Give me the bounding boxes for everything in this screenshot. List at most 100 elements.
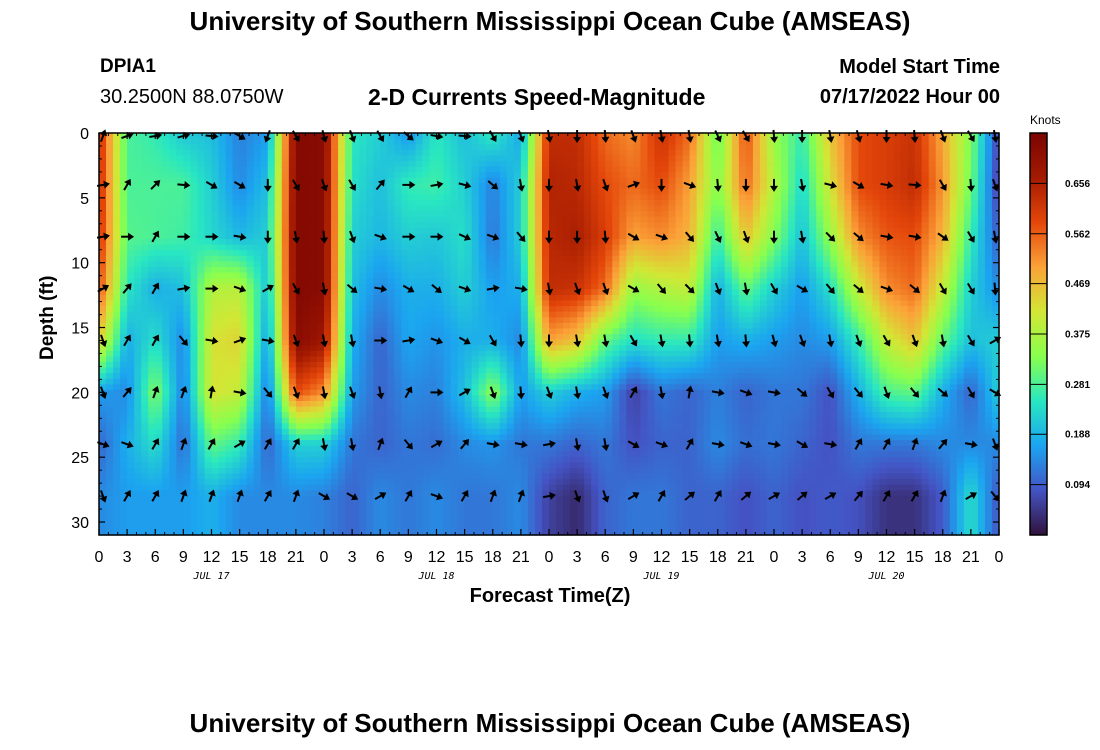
- heatmap-cell: [921, 133, 930, 140]
- heatmap-cell: [169, 211, 177, 218]
- heatmap-cell: [935, 149, 944, 156]
- heatmap-cell: [450, 322, 459, 330]
- heatmap-cell: [563, 345, 571, 352]
- heatmap-cell: [612, 166, 620, 173]
- heatmap-cell: [373, 133, 381, 140]
- heatmap-cell: [492, 211, 501, 218]
- heatmap-cell: [106, 239, 114, 246]
- heatmap-cell: [837, 172, 845, 179]
- heatmap-cell: [921, 250, 930, 257]
- heatmap-cell: [443, 188, 452, 196]
- heatmap-cell: [703, 138, 712, 145]
- heatmap-cell: [872, 200, 881, 207]
- heatmap-cell: [584, 255, 592, 263]
- heatmap-cell: [506, 166, 515, 173]
- heatmap-cell: [120, 144, 128, 151]
- heatmap-cell: [921, 222, 930, 229]
- heatmap-cell: [942, 138, 951, 145]
- heatmap-cell: [682, 334, 691, 341]
- heatmap-cell: [134, 311, 142, 318]
- heatmap-cell: [134, 200, 142, 207]
- heatmap-cell: [450, 272, 459, 279]
- heatmap-cell: [788, 166, 796, 173]
- heatmap-cell: [759, 239, 768, 246]
- heatmap-cell: [570, 172, 578, 179]
- heatmap-cell: [499, 306, 508, 313]
- heatmap-cell: [809, 166, 817, 173]
- heatmap-cell: [717, 306, 726, 313]
- heatmap-cell: [654, 334, 663, 341]
- heatmap-cell: [851, 278, 859, 285]
- heatmap-cell: [127, 317, 135, 324]
- heatmap-cell: [204, 239, 213, 246]
- heatmap-cell: [591, 200, 599, 207]
- heatmap-cell: [450, 239, 459, 246]
- heatmap-cell: [281, 233, 290, 240]
- heatmap-cell: [134, 334, 142, 341]
- heatmap-cell: [724, 267, 733, 274]
- heatmap-cell: [492, 306, 501, 313]
- heatmap-cell: [781, 144, 789, 151]
- heatmap-cell: [162, 239, 170, 246]
- heatmap-cell: [401, 300, 409, 307]
- heatmap-cell: [724, 294, 733, 302]
- heatmap-cell: [703, 278, 712, 285]
- heatmap-cell: [499, 278, 508, 285]
- heatmap-cell: [872, 188, 881, 196]
- heatmap-cell: [443, 334, 452, 341]
- heatmap-cell: [752, 267, 761, 274]
- heatmap-cell: [429, 306, 438, 313]
- heatmap-cell: [689, 227, 698, 235]
- heatmap-cell: [752, 222, 761, 229]
- heatmap-cell: [949, 317, 958, 324]
- heatmap-cell: [169, 328, 177, 335]
- heatmap-cell: [99, 322, 107, 330]
- heatmap-cell: [345, 267, 353, 274]
- heatmap-cell: [816, 216, 824, 223]
- heatmap-cell: [401, 255, 409, 263]
- heatmap-cell: [106, 272, 114, 279]
- heatmap-cell: [527, 322, 536, 330]
- heatmap-cell: [464, 250, 473, 257]
- heatmap-cell: [668, 194, 677, 201]
- heatmap-cell: [457, 155, 466, 162]
- heatmap-cell: [380, 261, 388, 268]
- heatmap-cell: [619, 345, 627, 352]
- heatmap-cell: [246, 255, 255, 263]
- heatmap-cell: [422, 149, 431, 156]
- heatmap-cell: [907, 294, 916, 302]
- heatmap-cell: [190, 283, 199, 290]
- heatmap-cell: [865, 334, 874, 341]
- heatmap-cell: [661, 278, 670, 285]
- heatmap-cell: [731, 239, 740, 246]
- heatmap-cell: [408, 311, 417, 318]
- heatmap-cell: [260, 300, 269, 307]
- heatmap-cell: [246, 239, 255, 246]
- heatmap-cell: [921, 261, 930, 268]
- heatmap-cell: [274, 138, 283, 145]
- heatmap-cell: [682, 160, 691, 168]
- heatmap-cell: [858, 306, 867, 313]
- heatmap-cell: [984, 267, 993, 274]
- heatmap-cell: [239, 267, 248, 274]
- heatmap-cell: [577, 166, 585, 173]
- heatmap-cell: [654, 216, 663, 223]
- heatmap-cell: [324, 334, 332, 341]
- heatmap-cell: [485, 306, 494, 313]
- heatmap-cell: [197, 322, 206, 330]
- heatmap-cell: [893, 227, 902, 235]
- heatmap-cell: [738, 322, 747, 330]
- heatmap-cell: [267, 317, 276, 324]
- heatmap-cell: [689, 194, 698, 201]
- heatmap-cell: [471, 144, 480, 151]
- heatmap-cell: [211, 211, 220, 218]
- heatmap-cell: [809, 328, 817, 335]
- heatmap-cell: [577, 311, 585, 318]
- heatmap-cell: [640, 311, 649, 318]
- heatmap-cell: [598, 267, 606, 274]
- heatmap-cell: [598, 138, 606, 145]
- heatmap-cell: [675, 294, 684, 302]
- heatmap-cell: [689, 311, 698, 318]
- heatmap-cell: [113, 183, 121, 190]
- heatmap-cell: [563, 339, 571, 346]
